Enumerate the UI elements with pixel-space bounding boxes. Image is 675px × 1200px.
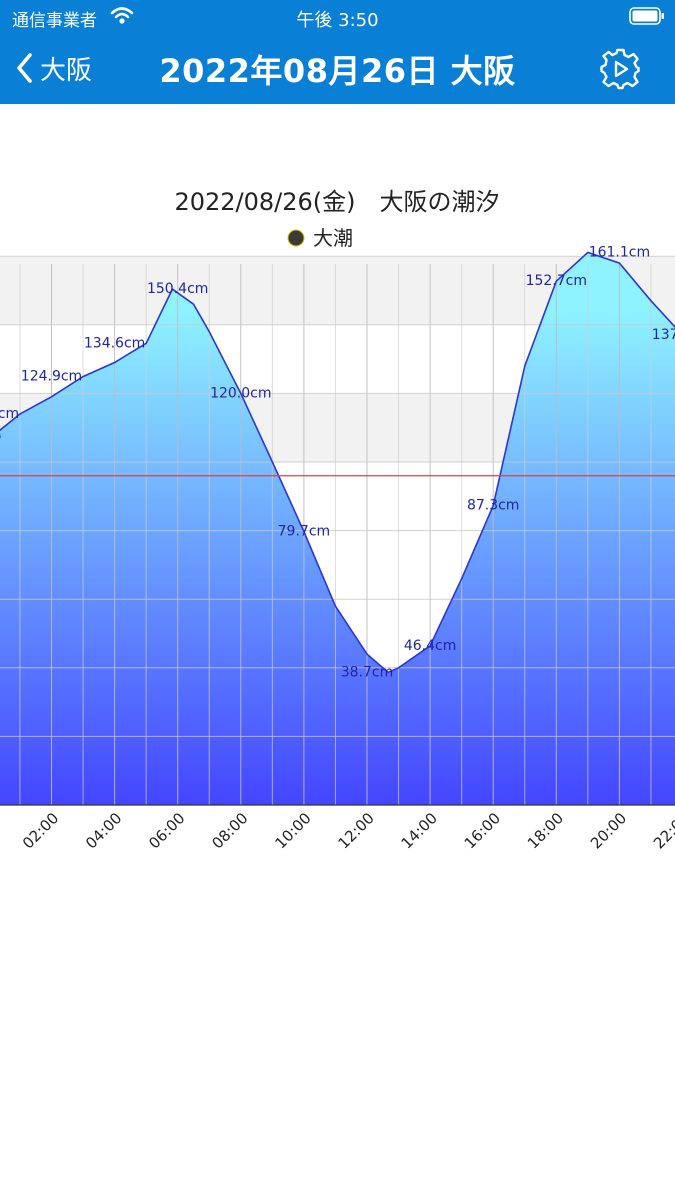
plot-area: 114.0cm 124.9cm 134.6cm 150.4cm 120.0cm 79.7c… xyxy=(0,244,675,852)
tide-line xyxy=(0,251,675,674)
tide-chart: 2022/08/26(金) 大阪の潮汐 大潮 114.0cm 124.9cm 134… xyxy=(0,188,675,852)
data-label: 150.4cm xyxy=(147,281,208,297)
data-label: 120.0cm xyxy=(210,385,271,401)
status-time: 午後 3:50 xyxy=(296,10,379,31)
x-tick-label: 02:00 xyxy=(19,809,62,852)
x-tick-label: 12:00 xyxy=(335,809,378,852)
status-bar: 通信事業者 午後 3:50 xyxy=(0,0,675,34)
legend-label: 大潮 xyxy=(313,226,353,250)
x-tick-label: 20:00 xyxy=(587,809,630,852)
data-label: 134.6cm xyxy=(84,335,145,351)
data-label: 152.7cm xyxy=(526,273,587,289)
back-label: 大阪 xyxy=(40,55,93,86)
chart-title: 2022/08/26(金) 大阪の潮汐 xyxy=(174,188,499,216)
data-label: 124.9cm xyxy=(21,369,82,385)
legend-marker xyxy=(287,229,305,247)
settings-button[interactable] xyxy=(599,48,641,90)
data-label: 38.7cm xyxy=(341,664,394,680)
x-tick-label: 18:00 xyxy=(524,809,567,852)
data-label: 114.0cm xyxy=(0,406,19,422)
back-button[interactable]: 大阪 xyxy=(16,50,92,86)
data-label: 87.3cm xyxy=(467,498,520,514)
x-tick-label: 08:00 xyxy=(208,809,251,852)
data-label: 46.4cm xyxy=(404,638,457,654)
x-tick-label: 06:00 xyxy=(145,809,188,852)
x-tick-label: 16:00 xyxy=(461,809,504,852)
x-tick-label: 04:00 xyxy=(82,809,125,852)
x-tick-label: 14:00 xyxy=(398,809,441,852)
battery-icon xyxy=(629,7,664,25)
legend: 大潮 xyxy=(287,226,353,250)
wifi-icon xyxy=(110,6,134,30)
data-label: 137.0cm xyxy=(652,327,675,343)
carrier-label: 通信事業者 xyxy=(12,11,97,31)
data-label: 79.7cm xyxy=(278,524,331,540)
gear-icon xyxy=(600,48,640,90)
chevron-left-icon xyxy=(17,53,32,83)
data-label: 161.1cm xyxy=(589,244,650,260)
navigation-bar: 大阪 2022年08月26日 大阪 xyxy=(0,34,675,104)
page-title: 2022年08月26日 大阪 xyxy=(159,52,516,90)
tide-area xyxy=(0,252,675,805)
x-tick-label: 22:00 xyxy=(650,809,675,852)
x-tick-label: 10:00 xyxy=(271,809,314,852)
